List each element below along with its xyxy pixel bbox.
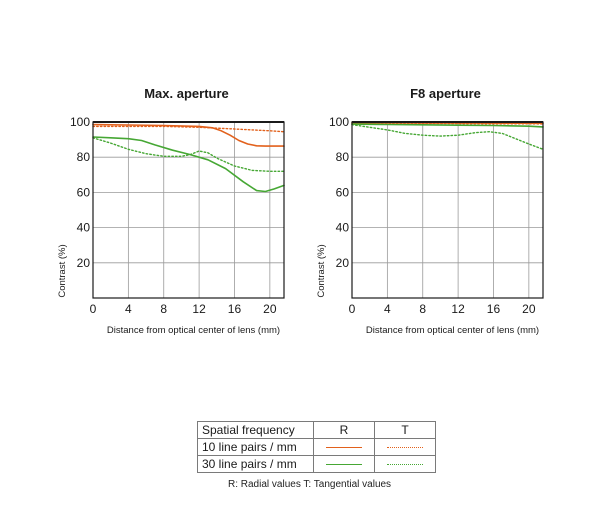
x-tick-label: 0 <box>90 302 97 316</box>
x-tick-label: 20 <box>263 302 277 316</box>
plot-frame <box>351 121 544 299</box>
series-30lp-radial <box>351 123 544 128</box>
legend-header-label: Spatial frequency <box>197 421 314 439</box>
legend-30-radial-swatch <box>313 455 375 473</box>
f8-aperture-chart: F8 aperture 0 4 8 12 16 20 20 40 60 80 100 Distance … <box>316 86 544 336</box>
legend-row-10-label: 10 line pairs / mm <box>197 438 314 456</box>
legend-header-r: R <box>313 421 375 439</box>
f8-chart-title: F8 aperture <box>410 86 481 101</box>
legend-row-10: 10 line pairs / mm <box>197 438 436 456</box>
legend-row-30-label: 30 line pairs / mm <box>197 455 314 473</box>
x-tick-label: 0 <box>349 302 356 316</box>
legend-10-radial-swatch <box>313 438 375 456</box>
series-30lp-tangential <box>92 137 285 172</box>
y-tick-label: 40 <box>336 221 350 235</box>
legend-header-t: T <box>374 421 436 439</box>
y-tick-label: 100 <box>70 115 90 129</box>
x-tick-label: 16 <box>487 302 501 316</box>
series-10lp-tangential <box>92 125 285 133</box>
x-axis-label: Distance from optical center of lens (mm… <box>107 325 280 336</box>
x-tick-label: 12 <box>192 302 206 316</box>
plot-frame <box>92 121 285 299</box>
legend-note: R: Radial values T: Tangential values <box>228 479 392 490</box>
max-aperture-chart: Max. aperture 0 4 8 12 16 20 20 40 60 80 100 Distanc… <box>57 86 285 336</box>
x-tick-label: 8 <box>419 302 426 316</box>
y-tick-label: 20 <box>336 256 350 270</box>
series-10lp-radial <box>92 123 285 147</box>
y-tick-label: 20 <box>77 256 91 270</box>
y-tick-label: 60 <box>336 185 350 199</box>
legend-30-tangential-swatch <box>374 455 436 473</box>
series-10lp-tangential <box>351 122 544 125</box>
legend-header-row: Spatial frequency R T <box>197 421 436 439</box>
x-tick-label: 4 <box>384 302 391 316</box>
series-30lp-tangential <box>351 123 544 150</box>
y-axis-label: Contrast (%) <box>57 244 68 297</box>
y-axis-label: Contrast (%) <box>316 244 327 297</box>
y-tick-label: 40 <box>77 221 91 235</box>
legend-10-tangential-swatch <box>374 438 436 456</box>
y-tick-label: 60 <box>77 185 91 199</box>
x-tick-label: 4 <box>125 302 132 316</box>
max-chart-title: Max. aperture <box>144 86 229 101</box>
x-tick-label: 20 <box>522 302 536 316</box>
y-tick-label: 80 <box>77 150 91 164</box>
x-axis-label: Distance from optical center of lens (mm… <box>366 325 539 336</box>
legend-table: Spatial frequency R T 10 line pairs / mm… <box>197 421 436 473</box>
x-tick-label: 12 <box>451 302 465 316</box>
x-tick-label: 8 <box>160 302 167 316</box>
legend-row-30: 30 line pairs / mm <box>197 455 436 473</box>
y-tick-label: 80 <box>336 150 350 164</box>
y-tick-label: 100 <box>329 115 349 129</box>
x-tick-label: 16 <box>228 302 242 316</box>
series-30lp-radial <box>92 136 285 193</box>
